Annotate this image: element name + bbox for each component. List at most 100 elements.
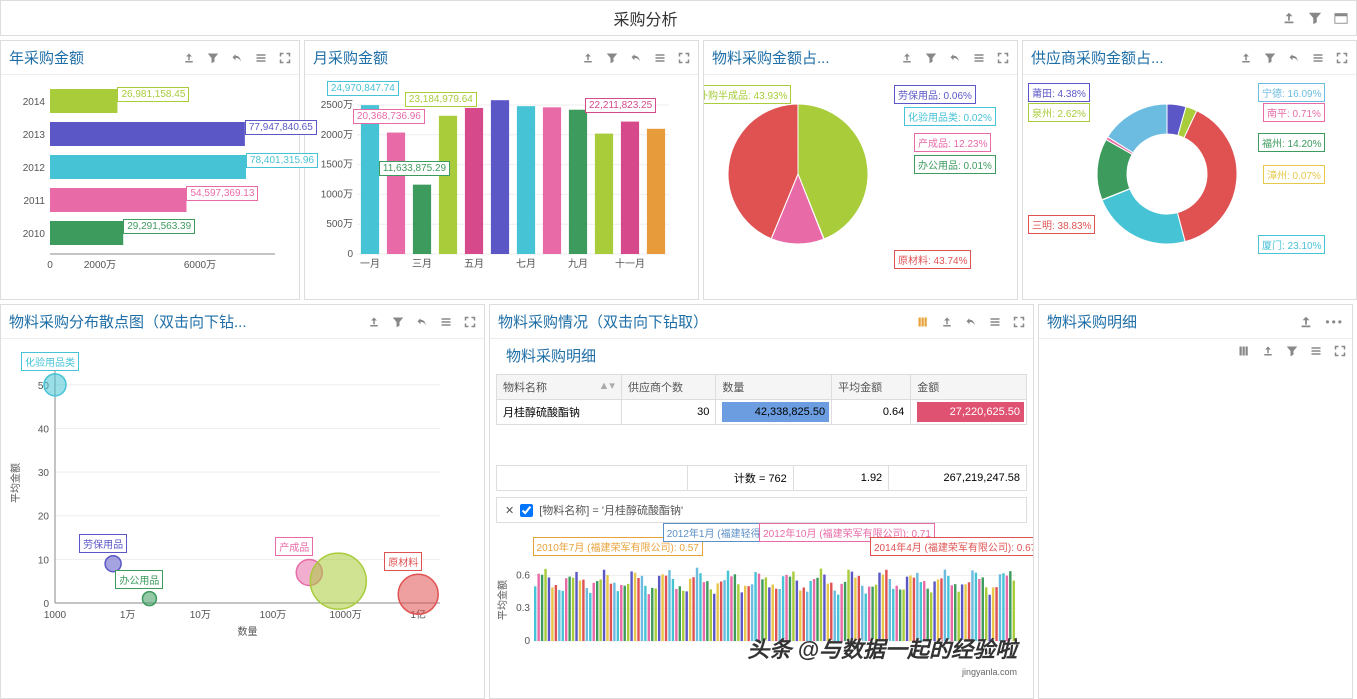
undo-icon[interactable] — [1288, 52, 1300, 64]
undo-icon[interactable] — [630, 52, 642, 64]
fullscreen-icon[interactable] — [464, 316, 476, 328]
timeline-bar[interactable] — [744, 586, 746, 641]
filter-checkbox[interactable] — [520, 504, 533, 517]
timeline-bar[interactable] — [548, 577, 550, 641]
col-header[interactable]: 数量 — [716, 375, 832, 400]
timeline-bar[interactable] — [541, 575, 543, 641]
export-icon[interactable] — [183, 52, 195, 64]
export-icon[interactable] — [1299, 315, 1313, 329]
bar[interactable] — [50, 89, 117, 113]
timeline-bar[interactable] — [885, 570, 887, 641]
bar[interactable] — [543, 107, 561, 254]
timeline-bar[interactable] — [661, 574, 663, 641]
timeline-bar[interactable] — [723, 580, 725, 641]
timeline-bar[interactable] — [606, 575, 608, 641]
timeline-bar[interactable] — [613, 583, 615, 641]
bar[interactable] — [517, 106, 535, 254]
filter-icon[interactable] — [392, 316, 404, 328]
timeline-bar[interactable] — [599, 579, 601, 641]
timeline-bar[interactable] — [610, 584, 612, 641]
timeline-bar[interactable] — [537, 574, 539, 641]
timeline-bar[interactable] — [971, 570, 973, 641]
timeline-bar[interactable] — [634, 573, 636, 641]
bar[interactable] — [413, 185, 431, 254]
timeline-bar[interactable] — [758, 574, 760, 641]
timeline-bar[interactable] — [558, 590, 560, 641]
export-icon[interactable] — [1282, 11, 1296, 25]
fullscreen-icon[interactable] — [997, 52, 1009, 64]
settings-icon[interactable] — [1312, 52, 1324, 64]
bar[interactable] — [647, 129, 665, 254]
timeline-bar[interactable] — [754, 572, 756, 641]
timeline-bar[interactable] — [792, 571, 794, 641]
timeline-bar[interactable] — [603, 570, 605, 641]
bar[interactable] — [569, 110, 587, 254]
timeline-bar[interactable] — [741, 592, 743, 641]
undo-icon[interactable] — [965, 316, 977, 328]
settings-icon[interactable] — [440, 316, 452, 328]
settings-icon[interactable] — [654, 52, 666, 64]
export-icon[interactable] — [1262, 345, 1274, 357]
columns-icon[interactable] — [917, 316, 929, 328]
bubble[interactable] — [142, 592, 156, 606]
bar[interactable] — [595, 134, 613, 254]
timeline-bar[interactable] — [551, 587, 553, 641]
bar[interactable] — [361, 105, 379, 254]
timeline-bar[interactable] — [568, 577, 570, 641]
bubble[interactable] — [310, 553, 366, 609]
timeline-bar[interactable] — [682, 591, 684, 641]
timeline-bar[interactable] — [555, 585, 557, 641]
bar[interactable] — [50, 155, 246, 179]
bar[interactable] — [491, 100, 509, 254]
timeline-bar[interactable] — [737, 584, 739, 641]
fullscreen-icon[interactable] — [1013, 316, 1025, 328]
timeline-bar[interactable] — [582, 580, 584, 641]
more-icon[interactable]: ••• — [1325, 315, 1344, 329]
calendar-icon[interactable] — [1334, 11, 1348, 25]
col-header[interactable]: 物料名称 ▲▾ — [497, 375, 622, 400]
filter-icon[interactable] — [1308, 11, 1322, 25]
timeline-bar[interactable] — [689, 579, 691, 641]
timeline-bar[interactable] — [544, 569, 546, 641]
timeline-bar[interactable] — [944, 570, 946, 641]
col-header[interactable]: 金额 — [911, 375, 1027, 400]
bar[interactable] — [387, 133, 405, 254]
table-row[interactable]: 月桂醇硫酸酯钠3042,338,825.500.6427,220,625.50 — [497, 400, 1027, 425]
timeline-bar[interactable] — [716, 583, 718, 641]
timeline-bar[interactable] — [644, 586, 646, 641]
settings-icon[interactable] — [989, 316, 1001, 328]
timeline-bar[interactable] — [672, 579, 674, 641]
timeline-bar[interactable] — [624, 586, 626, 641]
timeline-bar[interactable] — [575, 572, 577, 641]
timeline-bar[interactable] — [730, 576, 732, 641]
timeline-bar[interactable] — [665, 576, 667, 641]
timeline-bar[interactable] — [1002, 573, 1004, 641]
timeline-bar[interactable] — [685, 591, 687, 641]
timeline-bar[interactable] — [847, 570, 849, 641]
timeline-bar[interactable] — [710, 589, 712, 641]
timeline-bar[interactable] — [637, 578, 639, 641]
fullscreen-icon[interactable] — [1336, 52, 1348, 64]
timeline-bar[interactable] — [916, 573, 918, 641]
bubble[interactable] — [44, 374, 66, 396]
timeline-bar[interactable] — [679, 586, 681, 641]
timeline-bar[interactable] — [565, 578, 567, 641]
timeline-bar[interactable] — [589, 593, 591, 641]
timeline-bar[interactable] — [655, 589, 657, 641]
timeline-bar[interactable] — [562, 591, 564, 641]
timeline-bar[interactable] — [820, 569, 822, 641]
filter-icon[interactable] — [207, 52, 219, 64]
timeline-bar[interactable] — [1009, 571, 1011, 641]
timeline-bar[interactable] — [720, 581, 722, 641]
timeline-bar[interactable] — [975, 573, 977, 641]
timeline-bar[interactable] — [851, 572, 853, 641]
fullscreen-icon[interactable] — [1334, 345, 1346, 357]
close-icon[interactable]: ✕ — [505, 504, 514, 517]
undo-icon[interactable] — [416, 316, 428, 328]
bubble[interactable] — [398, 574, 438, 614]
timeline-bar[interactable] — [734, 574, 736, 641]
settings-icon[interactable] — [255, 52, 267, 64]
timeline-bar[interactable] — [668, 570, 670, 641]
timeline-bar[interactable] — [696, 568, 698, 641]
export-icon[interactable] — [368, 316, 380, 328]
